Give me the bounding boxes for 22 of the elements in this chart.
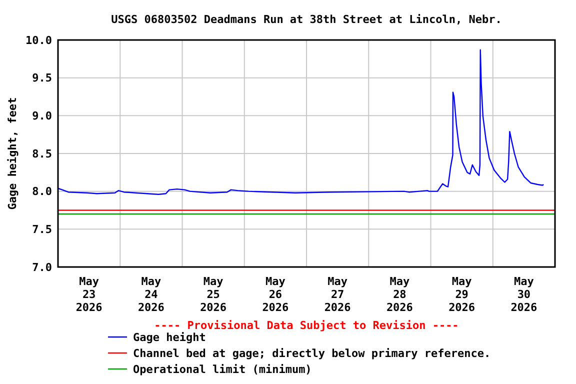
y-axis-title: Gage height, feet	[6, 97, 19, 210]
y-tick-label: 7.5	[32, 223, 52, 236]
x-tick-label: May 26 2026	[262, 275, 290, 314]
y-tick-label: 8.0	[32, 185, 52, 198]
x-tick-label: May 28 2026	[386, 275, 414, 314]
x-tick-label: May 25 2026	[200, 275, 227, 314]
y-tick-label: 8.5	[32, 147, 52, 160]
x-tick-label: May 29 2026	[448, 275, 476, 314]
y-tick-label: 10.0	[26, 34, 52, 47]
x-tick-label: May 30 2026	[510, 275, 538, 314]
legend-label: Gage height	[133, 331, 206, 344]
legend-label: Operational limit (minimum)	[133, 363, 312, 376]
x-tick-label: May 27 2026	[324, 275, 352, 314]
line-series	[58, 49, 544, 195]
text: ---- Provisional Data Subject to Revision ----	[154, 319, 459, 332]
chart-title: USGS 06803502 Deadmans Run at 38th Street at Lincoln, Nebr.	[111, 13, 502, 26]
y-tick-label: 7.0	[32, 260, 52, 274]
y-tick-label: 9.0	[32, 110, 52, 123]
x-tick-label: May 24 2026	[138, 275, 165, 314]
x-tick-label: May 23 2026	[76, 275, 103, 314]
y-tick-label: 9.5	[32, 72, 52, 85]
legend-label: Channel bed at gage; directly below primary reference.	[133, 347, 491, 360]
